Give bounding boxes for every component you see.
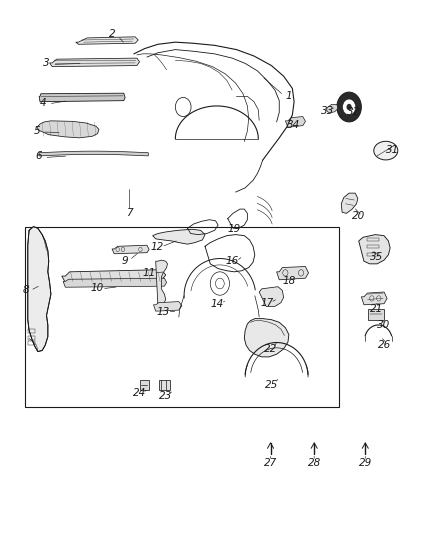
Bar bbox=[25, 227, 339, 407]
Bar bbox=[28, 329, 35, 333]
Circle shape bbox=[337, 92, 361, 122]
Text: 28: 28 bbox=[307, 458, 321, 468]
Text: 6: 6 bbox=[36, 151, 42, 161]
Bar bbox=[368, 309, 384, 320]
Polygon shape bbox=[286, 117, 305, 127]
Text: 24: 24 bbox=[133, 388, 146, 398]
Text: 1: 1 bbox=[286, 91, 292, 101]
Polygon shape bbox=[153, 302, 182, 311]
Text: 7: 7 bbox=[126, 208, 133, 219]
Text: 21: 21 bbox=[371, 304, 384, 314]
Polygon shape bbox=[39, 93, 125, 102]
Text: 5: 5 bbox=[34, 126, 40, 136]
Polygon shape bbox=[341, 193, 358, 213]
Text: 2: 2 bbox=[109, 29, 115, 39]
Circle shape bbox=[346, 104, 352, 110]
Text: 23: 23 bbox=[159, 391, 173, 401]
Polygon shape bbox=[49, 58, 140, 67]
Text: 34: 34 bbox=[287, 120, 301, 130]
Polygon shape bbox=[76, 37, 138, 44]
Text: 16: 16 bbox=[226, 256, 239, 266]
Text: 33: 33 bbox=[321, 106, 334, 116]
Polygon shape bbox=[259, 287, 284, 306]
Text: 19: 19 bbox=[228, 224, 241, 235]
Text: 17: 17 bbox=[261, 297, 274, 308]
Ellipse shape bbox=[374, 141, 398, 160]
Bar bbox=[367, 245, 379, 248]
Text: 29: 29 bbox=[359, 458, 372, 468]
Text: 20: 20 bbox=[352, 211, 365, 221]
Polygon shape bbox=[62, 270, 166, 282]
Circle shape bbox=[343, 99, 356, 115]
Text: 4: 4 bbox=[40, 98, 47, 108]
Polygon shape bbox=[152, 229, 205, 244]
Polygon shape bbox=[244, 319, 289, 357]
Bar bbox=[159, 380, 170, 390]
Text: 10: 10 bbox=[91, 283, 104, 293]
Polygon shape bbox=[361, 292, 387, 305]
Text: 12: 12 bbox=[150, 242, 164, 252]
Bar bbox=[28, 336, 35, 340]
Bar bbox=[140, 380, 149, 390]
Polygon shape bbox=[277, 266, 308, 280]
Text: 35: 35 bbox=[371, 252, 384, 262]
Polygon shape bbox=[155, 260, 167, 305]
Text: 18: 18 bbox=[282, 277, 296, 286]
Text: 31: 31 bbox=[386, 144, 399, 155]
Polygon shape bbox=[112, 245, 149, 254]
Text: 32: 32 bbox=[347, 107, 360, 117]
Text: 25: 25 bbox=[265, 379, 278, 390]
Text: 9: 9 bbox=[122, 256, 128, 266]
Text: 27: 27 bbox=[264, 458, 277, 468]
Polygon shape bbox=[326, 104, 338, 113]
Text: 26: 26 bbox=[378, 340, 392, 350]
Polygon shape bbox=[63, 278, 166, 287]
Text: 14: 14 bbox=[210, 298, 223, 309]
Bar bbox=[28, 342, 35, 345]
Bar bbox=[367, 253, 379, 256]
Text: 22: 22 bbox=[264, 344, 277, 354]
Text: 13: 13 bbox=[156, 306, 170, 317]
Polygon shape bbox=[359, 235, 390, 264]
Polygon shape bbox=[39, 151, 148, 156]
Text: 8: 8 bbox=[23, 286, 29, 295]
Text: 3: 3 bbox=[43, 59, 50, 68]
Bar bbox=[367, 238, 379, 241]
Text: 11: 11 bbox=[142, 268, 156, 278]
Polygon shape bbox=[37, 121, 99, 138]
Polygon shape bbox=[28, 227, 51, 352]
Text: 30: 30 bbox=[378, 320, 391, 330]
